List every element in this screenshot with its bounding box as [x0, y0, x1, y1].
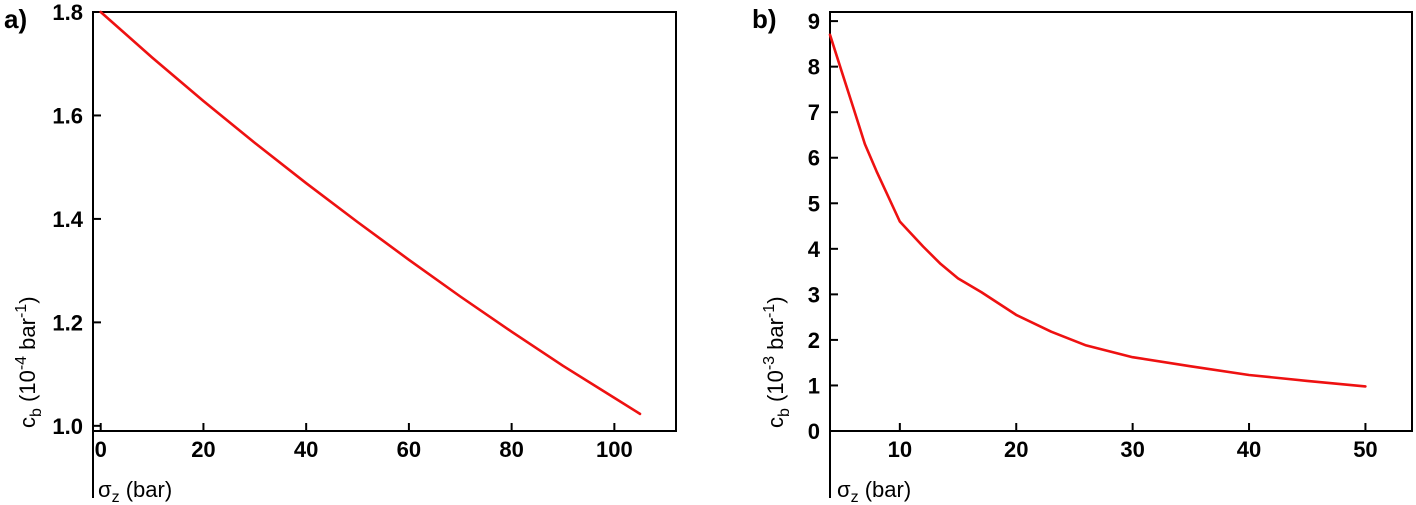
- y-tick-label: 7: [808, 100, 820, 125]
- x-tick-label: 30: [1120, 437, 1144, 462]
- panel-a-x-axis-label: σz (bar): [98, 477, 172, 505]
- y-tick-label: 4: [808, 237, 821, 262]
- y-tick-label: 1.6: [52, 103, 83, 128]
- panel-a-ylabel-mid: bar: [15, 318, 40, 356]
- panel-a: a) 0 20 40 60 80 100 1.0 1.2 1.4 1.6 1.8 σz (bar)…: [4, 0, 677, 505]
- x-tick-label: 100: [596, 437, 633, 462]
- x-tick-label: 40: [1237, 437, 1261, 462]
- panel-b-ylabel-mid: bar: [763, 318, 788, 356]
- panel-b-xlabel-main: σ: [837, 477, 851, 502]
- panel-b-ylabel-main: c: [763, 417, 788, 428]
- panel-b-y-ticks: 0 1 2 3 4 5 6 7 8 9: [808, 9, 838, 444]
- y-tick-label: 5: [808, 191, 820, 216]
- panel-b-series: [828, 33, 1367, 388]
- panel-a-xlabel-sub: z: [112, 489, 120, 505]
- panel-a-ylabel-main: c: [15, 417, 40, 428]
- y-tick-label: 9: [808, 9, 820, 34]
- y-tick-label: 1.2: [52, 310, 83, 335]
- panel-b-xlabel-rest: (bar): [859, 477, 912, 502]
- panel-b-x-axis-label: σz (bar): [837, 477, 911, 505]
- x-tick-label: 20: [1004, 437, 1028, 462]
- panel-b-ylabel-pre: (10: [763, 370, 788, 408]
- x-tick-label: 20: [191, 437, 215, 462]
- panel-a-plot-frame: [92, 11, 677, 432]
- panel-a-ylabel-post: ): [15, 296, 40, 303]
- series-line: [99, 10, 642, 416]
- panel-a-y-axis-label: cb (10-4 bar-1): [13, 296, 45, 428]
- x-tick-label: 50: [1353, 437, 1377, 462]
- panel-b-plot-frame: [829, 11, 1413, 432]
- x-tick-label: 60: [397, 437, 421, 462]
- panel-b: b) 10 20 30 40 50 0 1 2 3 4 5 6 7 8 9 σz (bar) cb (10…: [752, 4, 1413, 505]
- x-tick-label: 10: [888, 437, 912, 462]
- panel-b-ylabel-sup2: -1: [761, 304, 778, 318]
- y-tick-label: 3: [808, 282, 820, 307]
- y-tick-label: 1: [808, 373, 820, 398]
- series-line: [828, 33, 1367, 388]
- x-tick-label: 0: [95, 437, 107, 462]
- y-tick-label: 1.4: [52, 207, 83, 232]
- y-tick-label: 6: [808, 146, 820, 171]
- y-tick-label: 0: [808, 419, 820, 444]
- panel-a-xlabel-main: σ: [98, 477, 112, 502]
- panel-a-label: a): [4, 4, 27, 34]
- panel-b-xlabel-sub: z: [851, 489, 859, 505]
- panel-a-xlabel-rest: (bar): [120, 477, 173, 502]
- panel-a-y-ticks: 1.0 1.2 1.4 1.6 1.8: [52, 0, 101, 439]
- x-tick-label: 80: [499, 437, 523, 462]
- y-tick-label: 2: [808, 328, 820, 353]
- y-tick-label: 8: [808, 55, 820, 80]
- panel-a-ylabel-sup1: -4: [13, 356, 30, 370]
- panel-b-y-axis-label: cb (10-3 bar-1): [761, 296, 793, 428]
- panel-b-label: b): [752, 4, 777, 34]
- panel-b-x-ticks: 10 20 30 40 50: [888, 423, 1378, 462]
- x-tick-label: 40: [294, 437, 318, 462]
- panel-a-ylabel-sup2: -1: [13, 304, 30, 318]
- panel-b-ylabel-post: ): [763, 296, 788, 303]
- panel-b-ylabel-sub: b: [776, 408, 793, 417]
- panel-a-series: [99, 10, 642, 416]
- panel-a-x-ticks: 0 20 40 60 80 100: [95, 423, 633, 462]
- panel-a-ylabel-sub: b: [28, 408, 45, 417]
- y-tick-label: 1.0: [52, 414, 83, 439]
- y-tick-label: 1.8: [52, 0, 83, 25]
- panel-a-ylabel-pre: (10: [15, 370, 40, 408]
- panel-b-ylabel-sup1: -3: [761, 356, 778, 370]
